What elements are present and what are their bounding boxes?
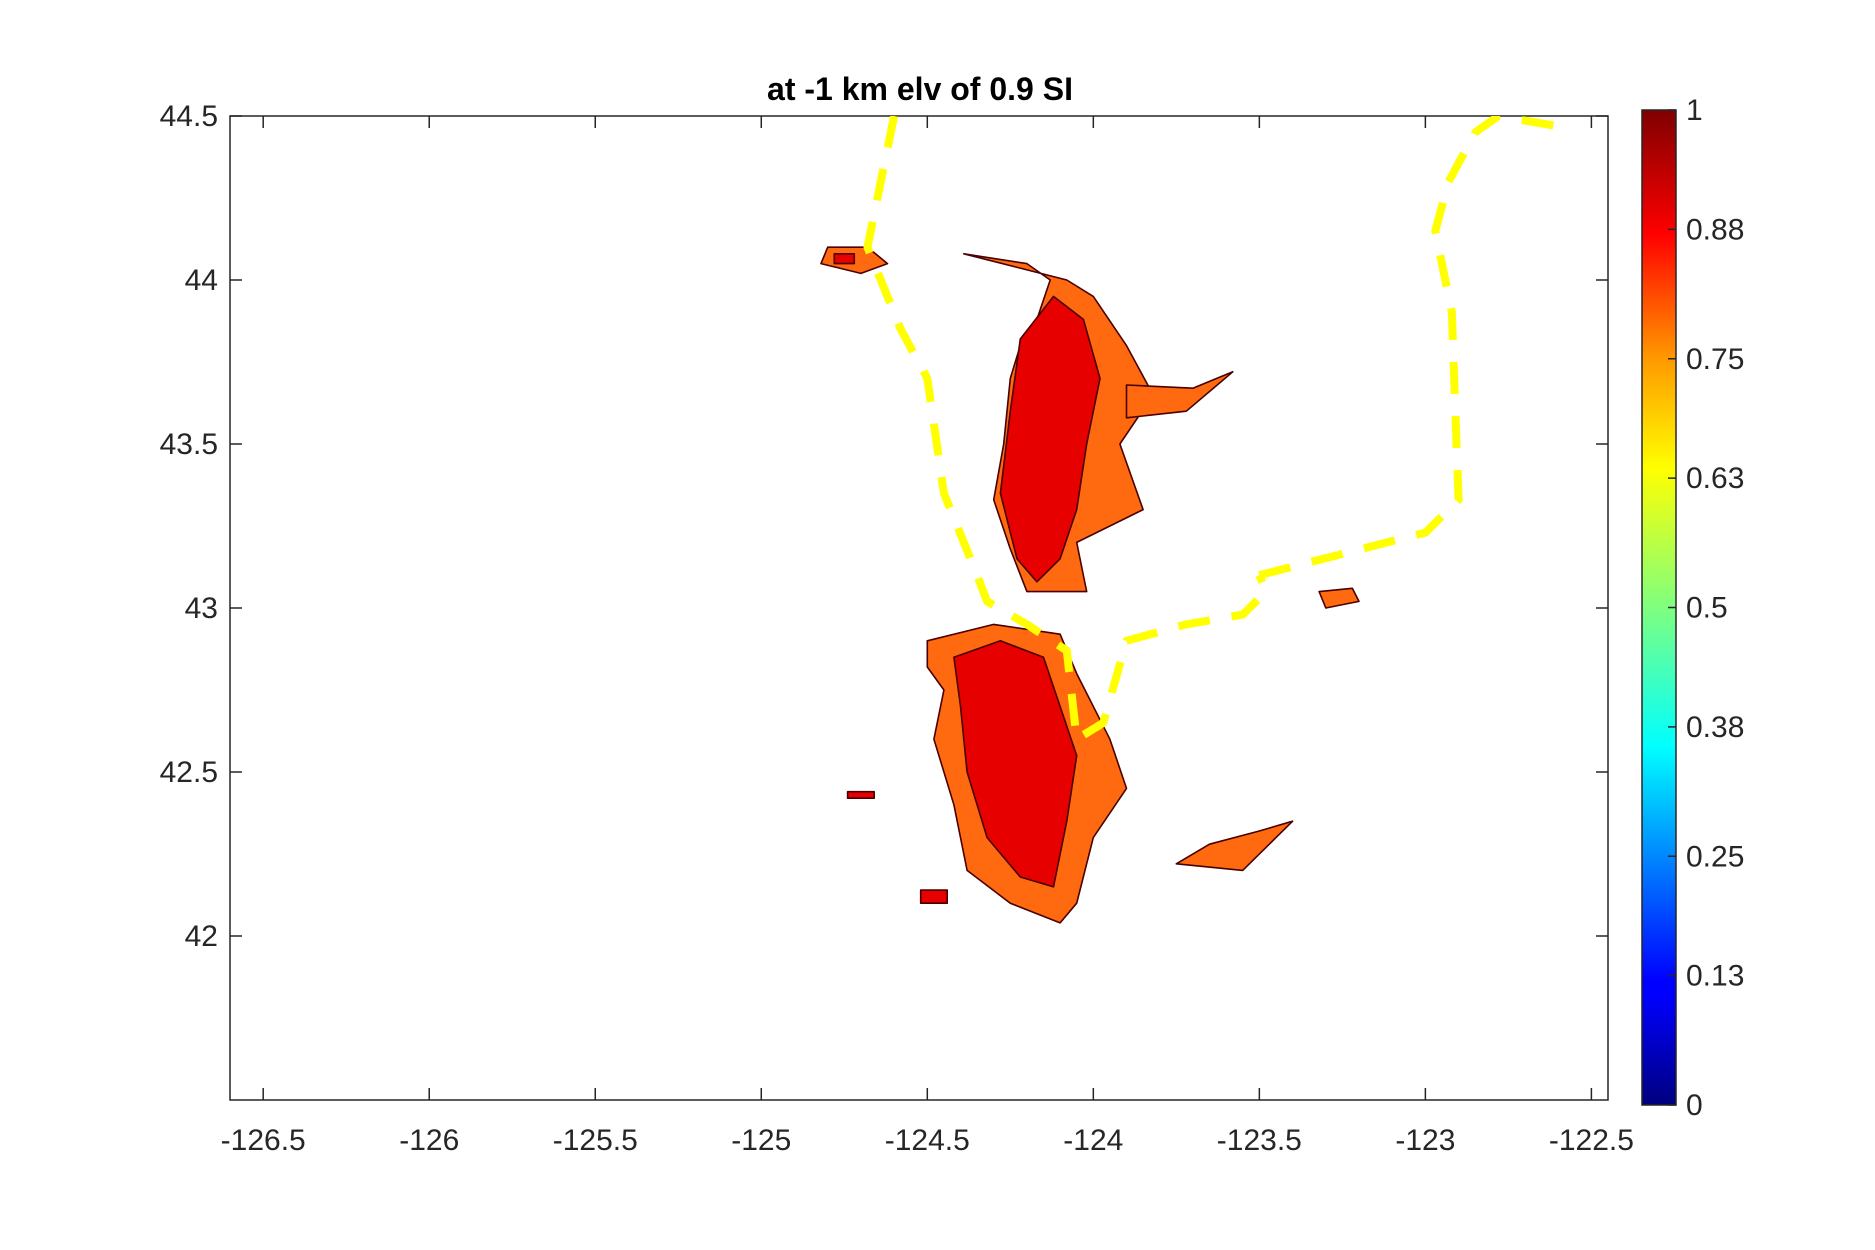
region-east-arm [1125,370,1234,419]
region-small-spot-1 [846,790,876,800]
colorbar-tick-label: 0 [1686,1089,1703,1122]
y-tick-label: 44.5 [160,100,218,133]
colorbar-tick-label: 0.75 [1686,343,1744,376]
x-tick-label: -125 [731,1124,791,1157]
y-axis: 42 42.5 43 43.5 44 44.5 [160,100,1608,953]
region-small-spot-3 [1318,587,1360,609]
x-tick-label: -122.5 [1549,1124,1634,1157]
colorbar-tick-label: 0.5 [1686,592,1728,625]
x-tick-label: -124.5 [885,1124,970,1157]
colorbar-ticks: 0 0.13 0.25 0.38 0.5 0.63 0.75 0.88 1 [1668,94,1744,1122]
region-north-band-core [999,295,1101,583]
colorbar-tick-label: 0.25 [1686,840,1744,873]
colorbar-tick-label: 0.13 [1686,960,1744,993]
heatmap-regions [820,246,1360,924]
y-tick-label: 44 [185,264,218,297]
region-south-mass-core [953,639,1078,888]
x-tick-label: -126.5 [221,1124,306,1157]
x-axis: -126.5 -126 -125.5 -125 -124.5 -124 -123.5 -123… [221,116,1634,1157]
region-small-spot-2 [919,889,949,905]
y-tick-label: 42.5 [160,756,218,789]
colorbar-tick-label: 1 [1686,94,1703,127]
colorbar-tick-label: 0.63 [1686,462,1744,495]
x-tick-label: -125.5 [553,1124,638,1157]
chart-title: at -1 km elv of 0.9 SI [767,71,1073,107]
x-tick-label: -123.5 [1217,1124,1302,1157]
dashed-boundary [863,116,1576,744]
y-tick-label: 43 [185,592,218,625]
boundary-east-line [1258,116,1576,580]
y-tick-label: 42 [185,920,218,953]
region-east-small [1175,820,1294,872]
y-tick-label: 43.5 [160,428,218,461]
x-tick-label: -123 [1395,1124,1455,1157]
colorbar-tick-label: 0.88 [1686,213,1744,246]
plot-area [229,115,1609,1101]
colorbar-tick-label: 0.38 [1686,711,1744,744]
x-tick-label: -124 [1063,1124,1123,1157]
region-west-blob-core [833,253,856,265]
x-tick-label: -126 [399,1124,459,1157]
